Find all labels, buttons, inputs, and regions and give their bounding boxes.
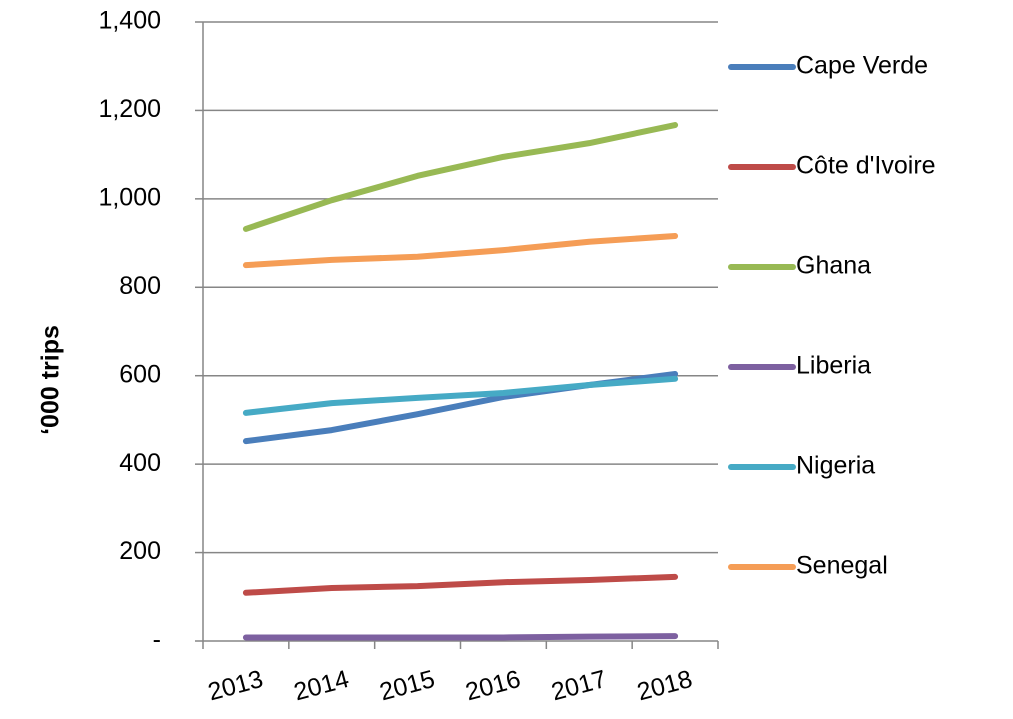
y-tick-label: 1,000 xyxy=(98,183,161,211)
legend-label: Senegal xyxy=(796,552,888,580)
x-tick-label: 2014 xyxy=(291,665,352,706)
legend-label: Nigeria xyxy=(796,452,875,480)
x-tick-label: 2017 xyxy=(548,665,609,706)
y-tick-label: 400 xyxy=(119,449,161,477)
x-tick-label: 2015 xyxy=(377,665,438,706)
series-line xyxy=(242,232,679,269)
y-axis-label: ‘000 trips xyxy=(37,325,65,435)
legend-label: Ghana xyxy=(796,252,871,280)
y-tick-label: 200 xyxy=(119,537,161,565)
y-tick-label: 1,400 xyxy=(98,7,161,35)
x-tick-label: 2016 xyxy=(463,665,524,706)
y-tick-label: 1,200 xyxy=(98,95,161,123)
series-line xyxy=(242,122,679,232)
x-tick-label: 2013 xyxy=(205,665,266,706)
legend-label: Côte d'Ivoire xyxy=(796,152,936,180)
series-line xyxy=(242,375,679,416)
legend-label: Liberia xyxy=(796,352,871,380)
series-line xyxy=(242,633,679,641)
y-tick-label: 800 xyxy=(119,272,161,300)
y-tick-label: - xyxy=(153,626,161,654)
x-tick-label: 2018 xyxy=(634,665,695,706)
series-line xyxy=(242,573,679,596)
legend-label: Cape Verde xyxy=(796,52,928,80)
y-tick-label: 600 xyxy=(119,360,161,388)
